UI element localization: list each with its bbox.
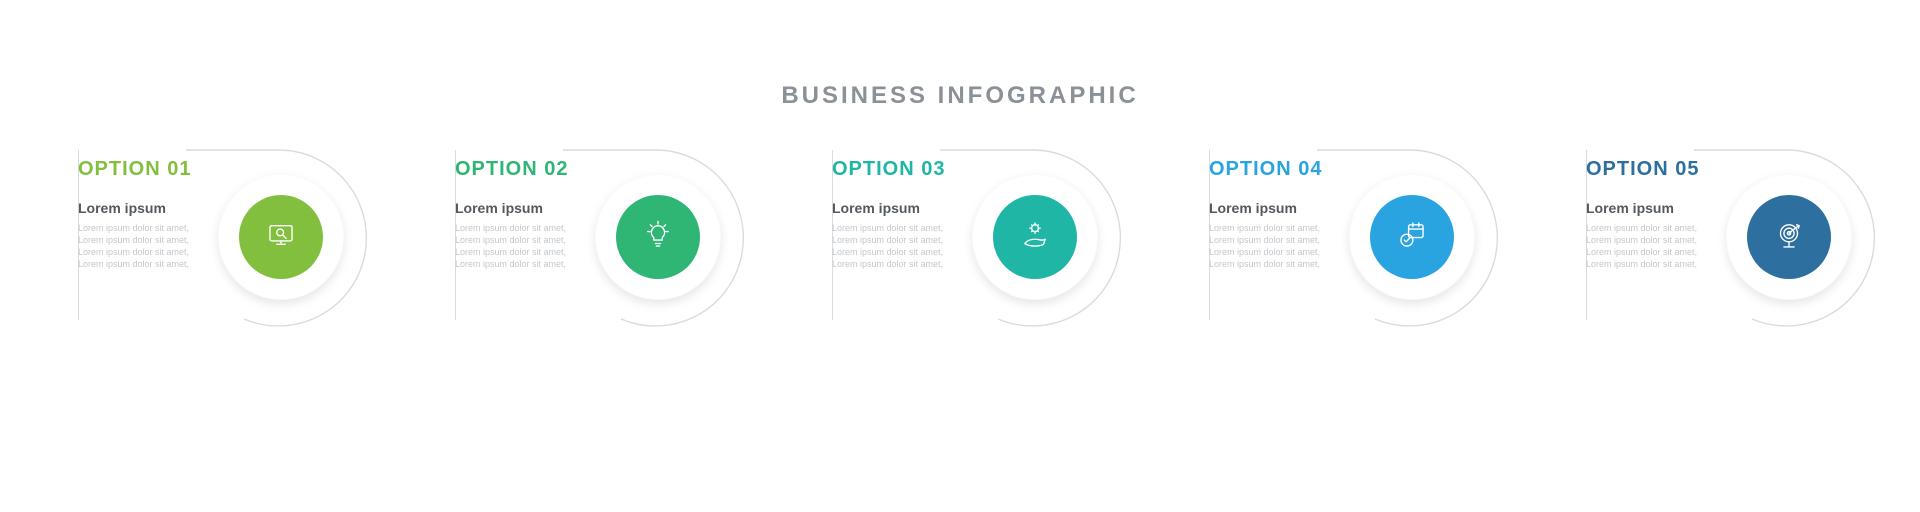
- option-card: OPTION 03 Lorem ipsum Lorem ipsum dolor si…: [824, 150, 1096, 320]
- icon-dot: [616, 195, 700, 279]
- monitor-search-icon: [264, 218, 298, 257]
- lightbulb-icon: [641, 218, 675, 257]
- target-icon: [1772, 218, 1806, 257]
- option-subtitle: Lorem ipsum: [78, 200, 166, 216]
- option-card: OPTION 04 Lorem ipsum Lorem ipsum dolor si…: [1201, 150, 1473, 320]
- option-lorem: Lorem ipsum dolor sit amet,Lorem ipsum d…: [1209, 222, 1339, 271]
- option-subtitle: Lorem ipsum: [1209, 200, 1297, 216]
- option-card: OPTION 05 Lorem ipsum Lorem ipsum dolor si…: [1578, 150, 1850, 320]
- icon-dot: [1370, 195, 1454, 279]
- option-label: OPTION 04: [1209, 158, 1322, 181]
- calendar-check-icon: [1395, 218, 1429, 257]
- hand-gear-icon: [1018, 218, 1052, 257]
- option-label: OPTION 01: [78, 158, 191, 181]
- options-row: OPTION 01 Lorem ipsum Lorem ipsum dolor si…: [70, 150, 1850, 320]
- icon-dot: [993, 195, 1077, 279]
- option-card: OPTION 01 Lorem ipsum Lorem ipsum dolor si…: [70, 150, 342, 320]
- infographic-stage: BUSINESS INFOGRAPHIC OPTION 01 Lorem ipsu…: [0, 0, 1920, 512]
- option-subtitle: Lorem ipsum: [832, 200, 920, 216]
- option-label: OPTION 02: [455, 158, 568, 181]
- option-lorem: Lorem ipsum dolor sit amet,Lorem ipsum d…: [78, 222, 208, 271]
- option-subtitle: Lorem ipsum: [455, 200, 543, 216]
- option-label: OPTION 03: [832, 158, 945, 181]
- option-subtitle: Lorem ipsum: [1586, 200, 1674, 216]
- option-lorem: Lorem ipsum dolor sit amet,Lorem ipsum d…: [1586, 222, 1716, 271]
- icon-dot: [239, 195, 323, 279]
- option-lorem: Lorem ipsum dolor sit amet,Lorem ipsum d…: [832, 222, 962, 271]
- page-title: BUSINESS INFOGRAPHIC: [0, 82, 1920, 110]
- icon-dot: [1747, 195, 1831, 279]
- option-card: OPTION 02 Lorem ipsum Lorem ipsum dolor si…: [447, 150, 719, 320]
- option-label: OPTION 05: [1586, 158, 1699, 181]
- option-lorem: Lorem ipsum dolor sit amet,Lorem ipsum d…: [455, 222, 585, 271]
